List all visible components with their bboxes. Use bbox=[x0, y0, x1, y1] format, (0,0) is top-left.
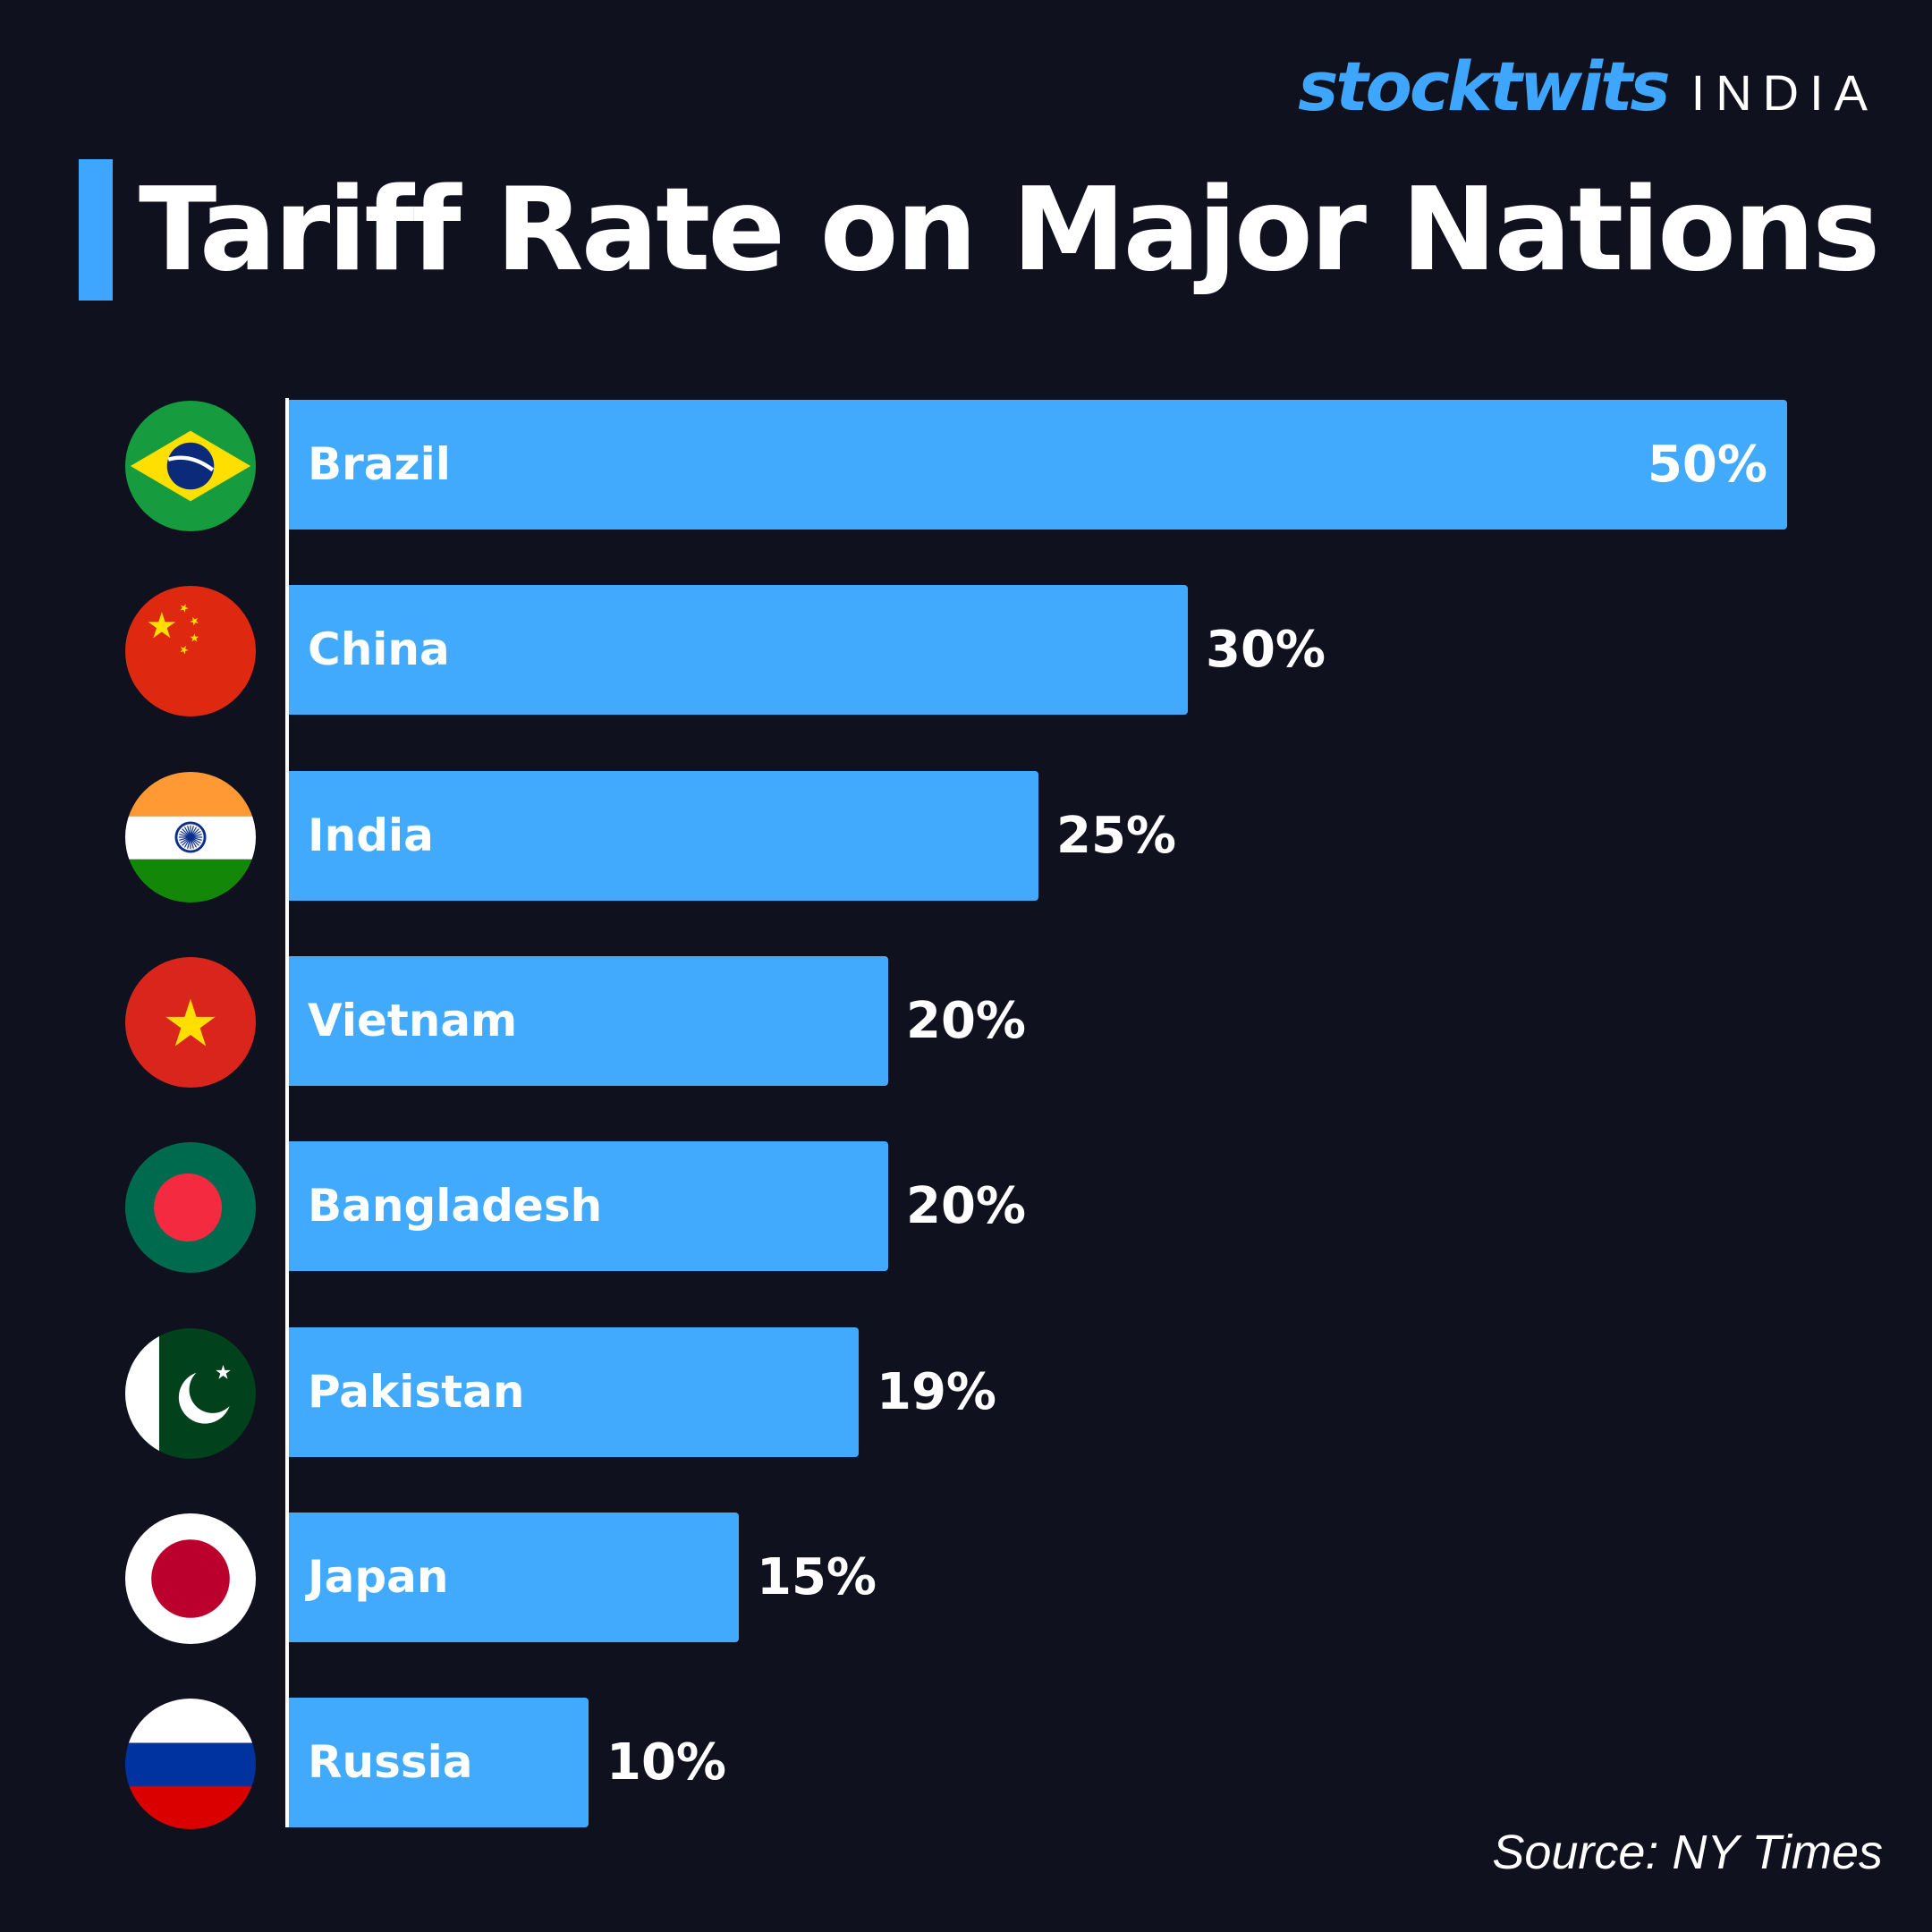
value-label: 25% bbox=[1056, 806, 1177, 865]
category-label: Bangladesh bbox=[308, 1180, 603, 1233]
bangladesh-flag-icon bbox=[125, 1142, 256, 1274]
category-label: China bbox=[308, 623, 450, 676]
china-flag-icon bbox=[125, 586, 256, 717]
category-axis-line bbox=[285, 398, 289, 1827]
stocktwits-logo: stocktwits bbox=[1298, 47, 1671, 126]
brand-logo-block: stocktwits INDIA bbox=[1298, 47, 1878, 126]
category-label: Pakistan bbox=[308, 1365, 525, 1418]
bar-row: Brazil 50% bbox=[0, 400, 1932, 531]
bar: Brazil bbox=[289, 400, 1787, 530]
value-label: 20% bbox=[906, 1177, 1027, 1236]
japan-flag-icon bbox=[125, 1513, 256, 1644]
source-note: Source: NY Times bbox=[1492, 1826, 1883, 1879]
bar-row: Russia 10% bbox=[0, 1698, 1932, 1830]
bar: Japan bbox=[289, 1512, 739, 1642]
russia-flag-icon bbox=[125, 1699, 256, 1830]
bar: India bbox=[289, 770, 1038, 901]
bar: Vietnam bbox=[289, 955, 888, 1086]
bar: Pakistan bbox=[289, 1326, 859, 1457]
bar-row: India 25% bbox=[0, 770, 1932, 902]
value-label: 20% bbox=[906, 991, 1027, 1050]
india-flag-icon bbox=[125, 771, 256, 902]
pakistan-flag-icon bbox=[125, 1327, 256, 1459]
value-label: 15% bbox=[757, 1547, 877, 1606]
category-label: Vietnam bbox=[308, 994, 518, 1046]
chart-title: Tariff Rate on Major Nations bbox=[139, 164, 1880, 297]
bar-row: Pakistan 19% bbox=[0, 1326, 1932, 1459]
bar-row: Japan 15% bbox=[0, 1512, 1932, 1644]
category-label: Japan bbox=[308, 1550, 449, 1603]
category-label: Russia bbox=[308, 1736, 473, 1789]
bar: Russia bbox=[289, 1698, 589, 1828]
value-label: 30% bbox=[1206, 621, 1326, 680]
value-label: 19% bbox=[877, 1362, 997, 1421]
bar: Bangladesh bbox=[289, 1141, 888, 1272]
value-label: 50% bbox=[1647, 436, 1767, 494]
bar: China bbox=[289, 585, 1188, 716]
title-accent-bar bbox=[79, 159, 113, 301]
category-label: Brazil bbox=[308, 438, 451, 490]
category-label: India bbox=[308, 809, 434, 861]
bar-row: Bangladesh 20% bbox=[0, 1141, 1932, 1274]
brazil-flag-icon bbox=[125, 401, 256, 531]
vietnam-flag-icon bbox=[125, 956, 256, 1088]
bar-row: Vietnam 20% bbox=[0, 955, 1932, 1088]
bar-row: China 30% bbox=[0, 585, 1932, 717]
value-label: 10% bbox=[606, 1733, 727, 1792]
brand-region: INDIA bbox=[1690, 64, 1878, 121]
